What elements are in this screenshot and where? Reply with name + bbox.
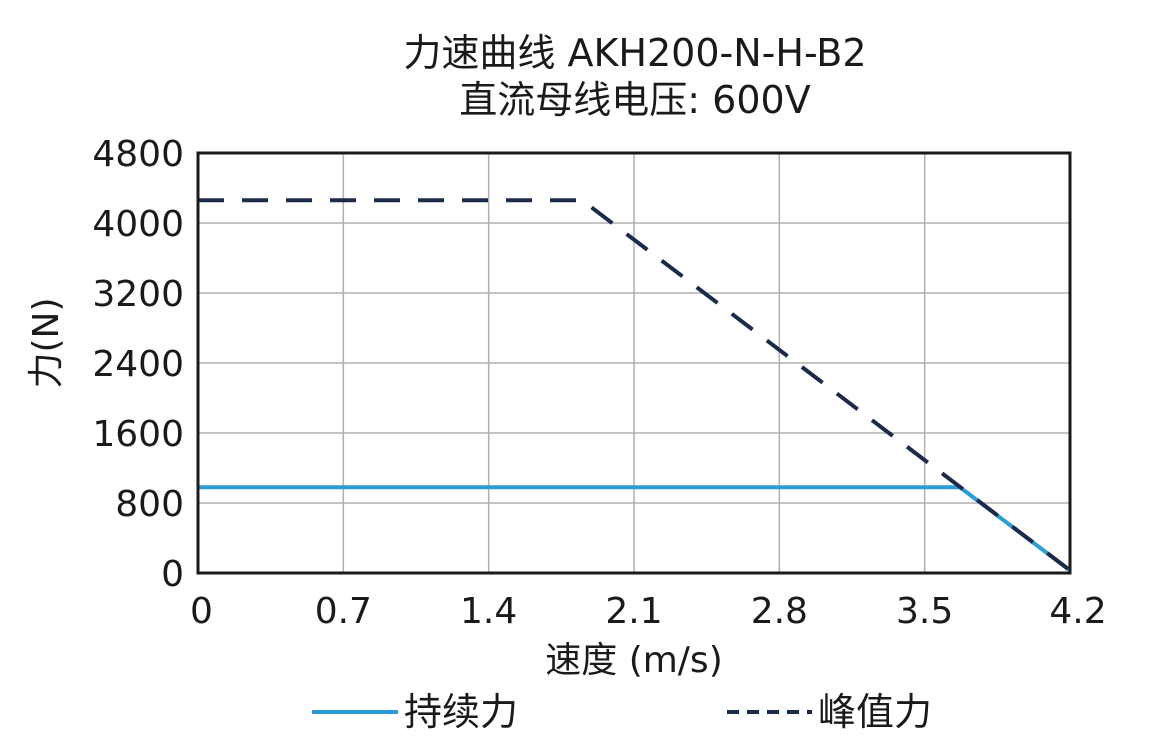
x-tick-label: 2.8 [751, 591, 808, 632]
y-axis-title: 力(N) [26, 297, 67, 388]
y-tick-label: 0 [161, 554, 184, 595]
grid [197, 152, 1071, 574]
x-tick-label: 3.5 [896, 591, 953, 632]
y-tick-label: 800 [115, 484, 184, 525]
x-tick-label: 1.4 [460, 591, 517, 632]
x-axis-title: 速度 (m/s) [545, 640, 723, 681]
chart-subtitle: 直流母线电压: 600V [459, 78, 810, 122]
legend-label-2: 峰值力 [818, 690, 932, 734]
x-tick-labels: 0 0.7 1.4 2.1 2.8 3.5 4.2 [190, 591, 1107, 632]
x-tick-label: 0.7 [315, 591, 372, 632]
x-tick-label: 0 [190, 591, 213, 632]
chart-title: 力速曲线 AKH200-N-H-B2 [403, 31, 866, 75]
x-tick-label: 2.1 [605, 591, 662, 632]
series-line-2 [198, 198, 1072, 572]
plot-frame [196, 151, 1072, 575]
legend-label-1: 持续力 [404, 690, 518, 734]
y-tick-label: 3200 [92, 274, 184, 315]
x-tick-label: 4.2 [1049, 591, 1106, 632]
y-tick-labels: 0 800 1600 2400 3200 4000 4800 [92, 134, 184, 595]
legend: 持续力 峰值力 [312, 690, 932, 734]
y-tick-label: 4800 [92, 134, 184, 175]
series-group [198, 198, 1072, 572]
y-tick-label: 1600 [92, 414, 184, 455]
y-tick-label: 4000 [92, 204, 184, 245]
y-tick-label: 2400 [92, 344, 184, 385]
